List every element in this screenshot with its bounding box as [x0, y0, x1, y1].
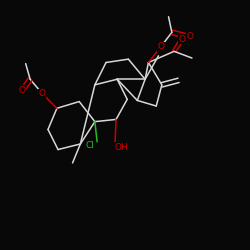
Text: OH: OH [114, 143, 128, 152]
Text: O: O [186, 32, 193, 41]
Text: Cl: Cl [86, 140, 95, 149]
Text: O: O [157, 42, 164, 51]
Text: O: O [178, 34, 186, 43]
Text: O: O [19, 86, 26, 95]
Text: O: O [39, 89, 46, 98]
